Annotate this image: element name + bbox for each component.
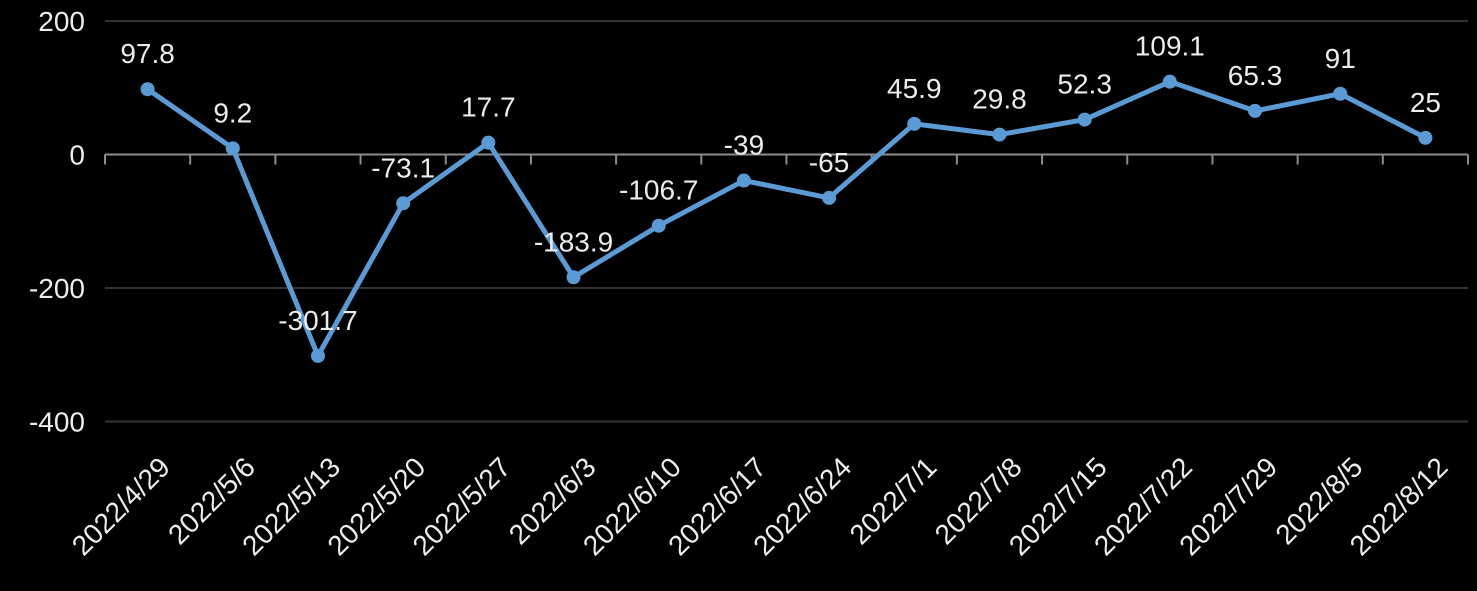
data-point (1162, 74, 1177, 89)
y-axis-tick-label: 200 (38, 6, 85, 37)
data-point (822, 190, 837, 205)
y-axis-tick-label: 0 (69, 140, 85, 171)
data-point-label: -65 (809, 147, 849, 178)
data-point (992, 127, 1007, 142)
data-point (566, 270, 581, 285)
data-point-label: -39 (724, 130, 764, 161)
data-point (1248, 103, 1263, 118)
y-axis-tick-label: -200 (29, 273, 85, 304)
data-point-label: 91 (1325, 43, 1356, 74)
data-point-label: 9.2 (213, 97, 252, 128)
data-point (736, 173, 751, 188)
data-point-label: 52.3 (1057, 69, 1112, 100)
data-point-label: -301.7 (278, 305, 357, 336)
x-axis-category-label: 2022/7/1 (844, 451, 943, 550)
data-point-label: -106.7 (619, 175, 698, 206)
data-point (481, 135, 496, 150)
data-point-label: -183.9 (534, 226, 613, 257)
x-axis-category-label: 2022/4/29 (66, 451, 176, 561)
data-point (1077, 112, 1092, 127)
data-point (1333, 86, 1348, 101)
data-point-label: 109.1 (1135, 31, 1205, 62)
data-point-label: 65.3 (1228, 60, 1283, 91)
data-point (396, 196, 411, 211)
data-point (1418, 130, 1433, 145)
series-line (145, 79, 1428, 359)
data-point (225, 141, 240, 156)
data-point (651, 218, 666, 233)
data-point (310, 348, 325, 363)
data-point-label: 97.8 (120, 38, 175, 69)
data-point-label: 45.9 (887, 73, 942, 104)
data-point-label: -73.1 (371, 152, 435, 183)
data-point-label: 25 (1410, 87, 1441, 118)
data-point (140, 82, 155, 97)
data-point-label: 17.7 (461, 92, 516, 123)
data-point-label: 29.8 (972, 84, 1027, 115)
y-axis-tick-label: -400 (29, 407, 85, 438)
data-point (907, 116, 922, 131)
